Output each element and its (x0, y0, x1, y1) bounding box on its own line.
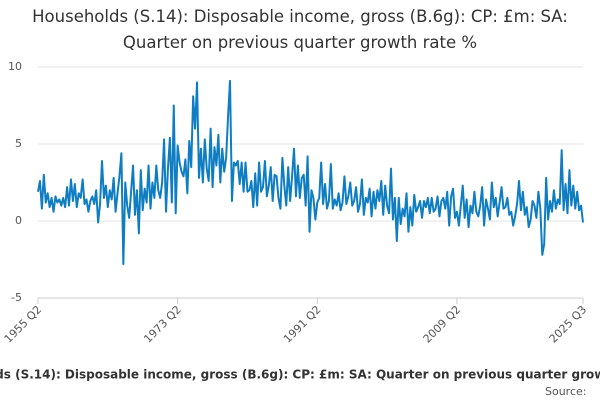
y-tick-label: 10 (8, 60, 22, 73)
x-tick-label: 2009 Q2 (421, 303, 464, 346)
source: Source: (545, 385, 587, 398)
y-tick-label: 0 (15, 214, 22, 227)
y-tick-label: -5 (11, 291, 22, 304)
x-tick-label: 1973 Q2 (141, 303, 184, 346)
x-tick-label: 1955 Q2 (2, 303, 45, 346)
x-tick-label: 2025 Q3 (547, 303, 590, 346)
y-tick-label: 5 (15, 137, 22, 150)
legend-label: Households (S.14): Disposable income, gr… (0, 368, 600, 382)
chart-title: Households (S.14): Disposable income, gr… (32, 7, 568, 52)
data-line (37, 79, 584, 266)
x-tick-label: 1991 Q2 (281, 303, 324, 346)
